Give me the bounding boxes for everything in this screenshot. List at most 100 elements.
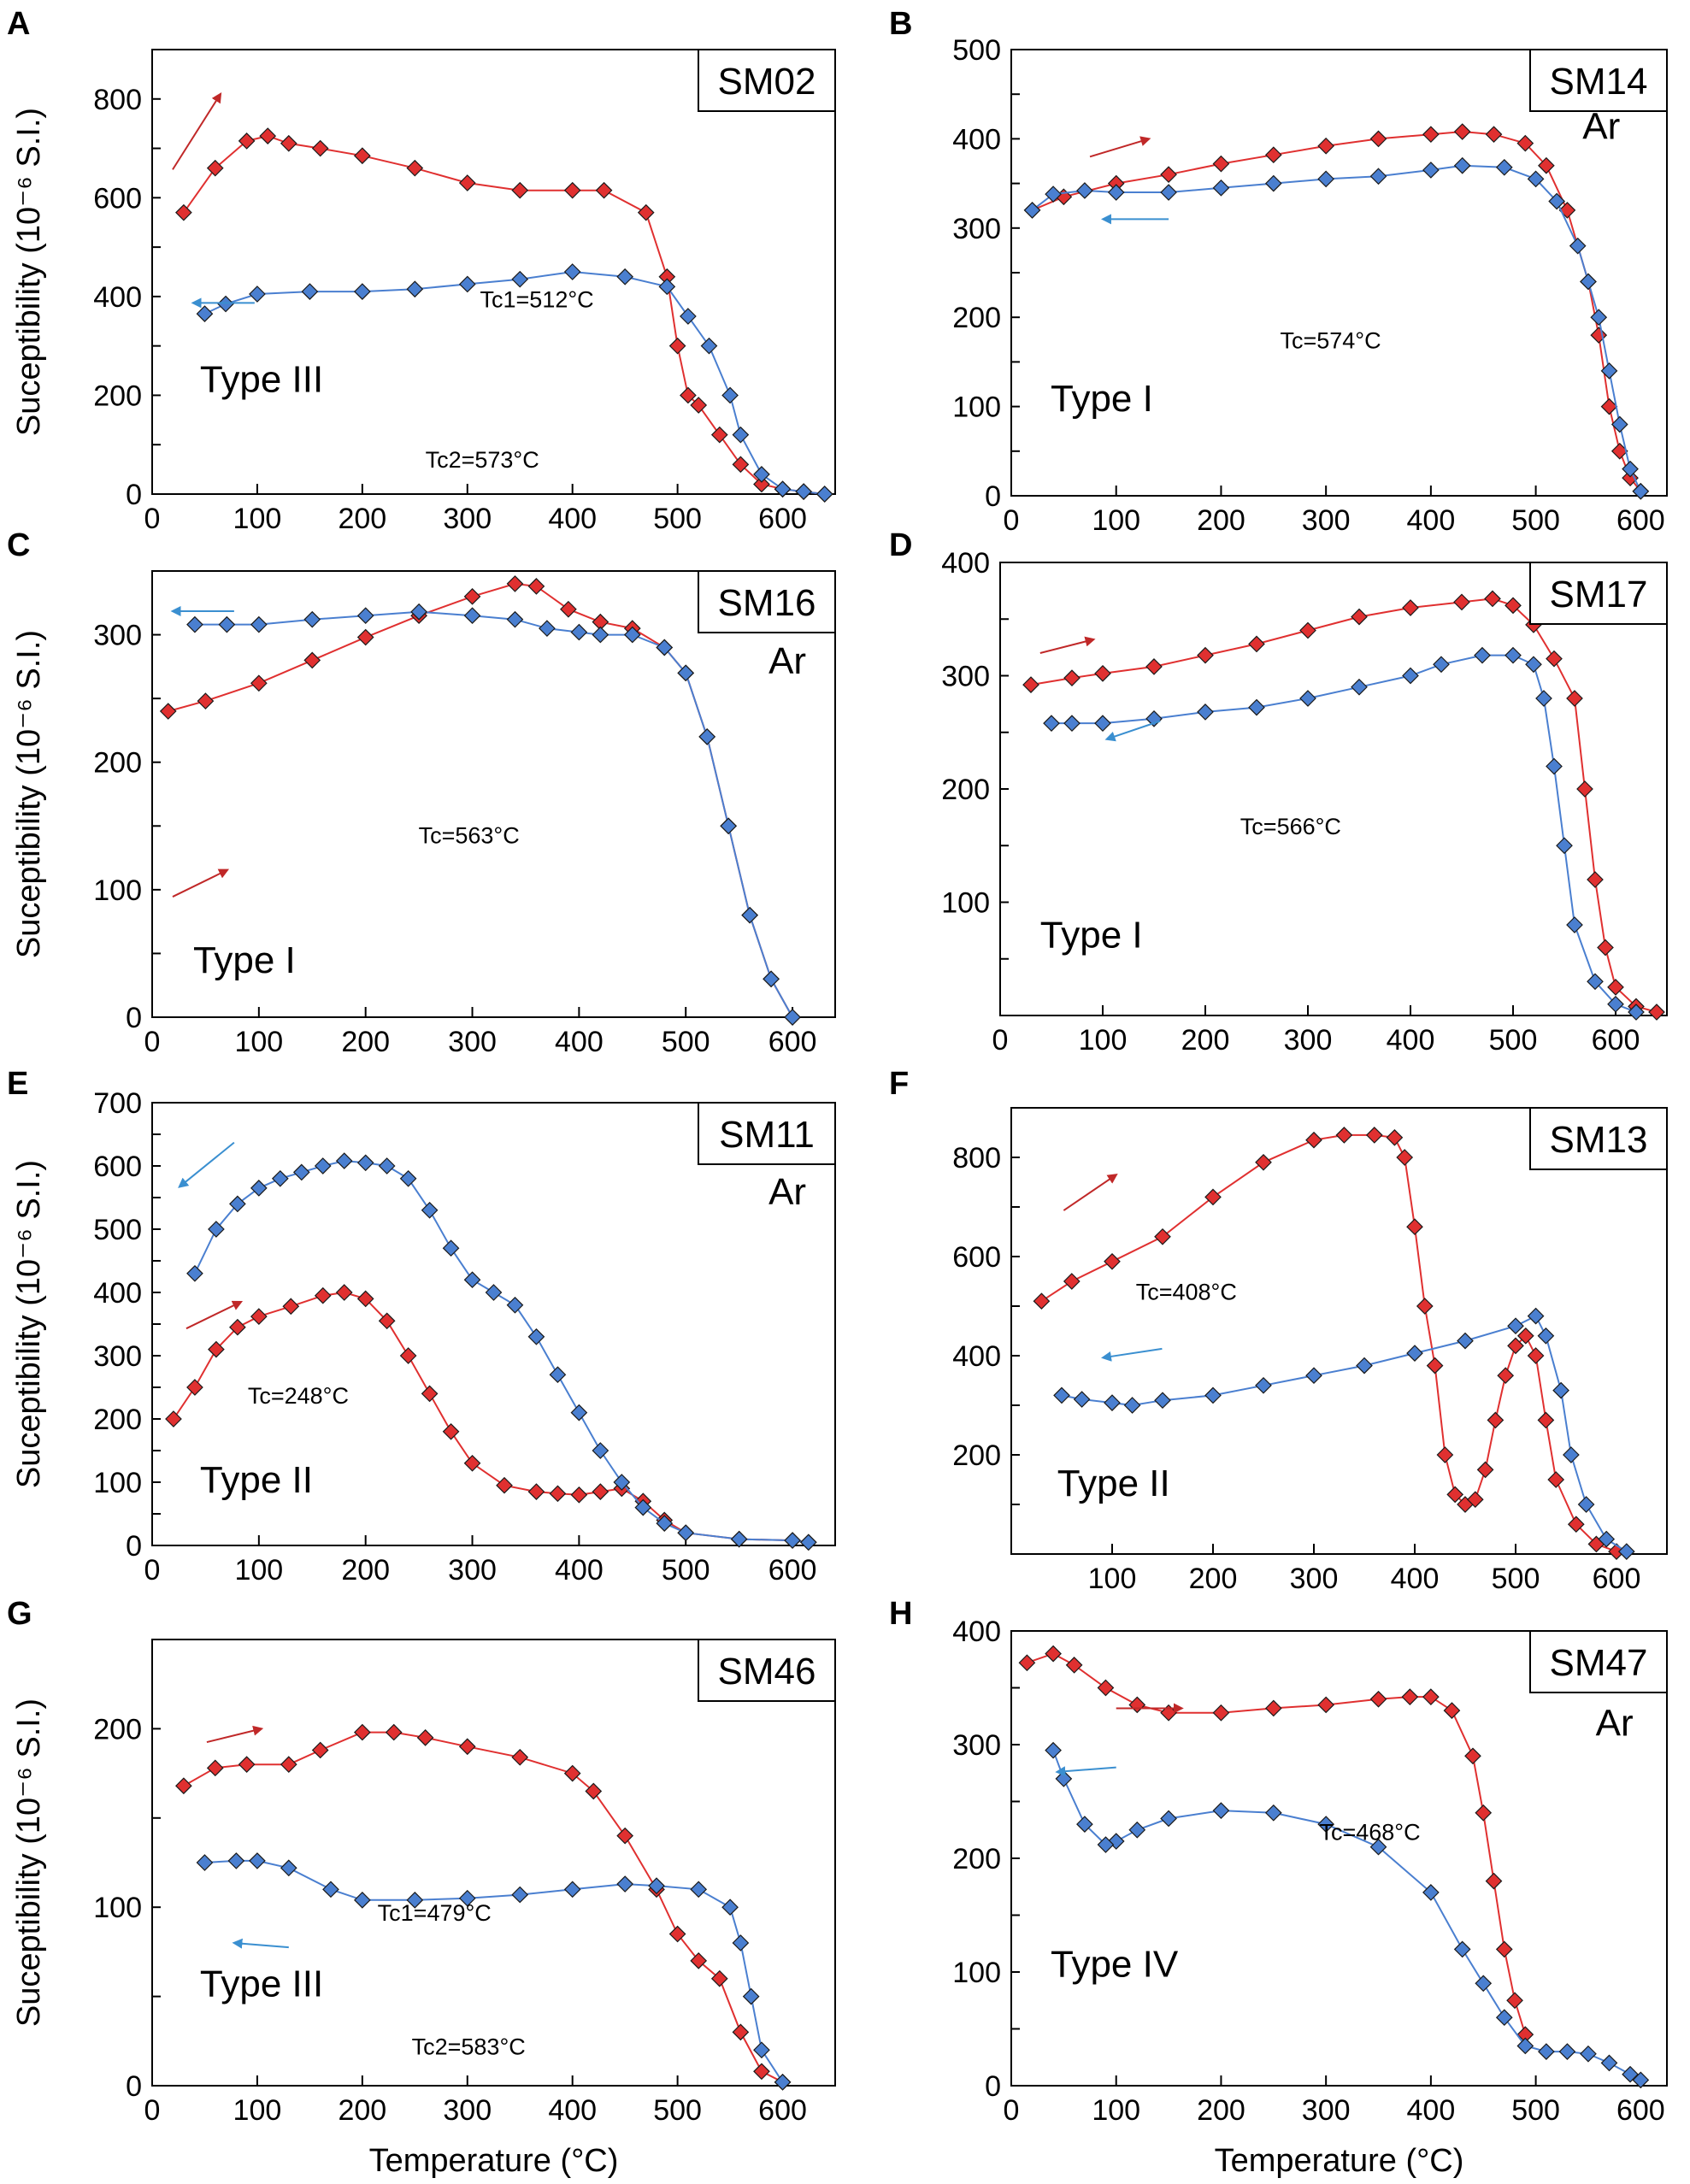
data-point (1443, 1702, 1461, 1719)
data-point (406, 159, 424, 177)
x-tick-label: 300 (1302, 2094, 1351, 2127)
panel-title: SM02 (718, 61, 816, 103)
data-point (563, 181, 581, 199)
data-point (1351, 608, 1368, 626)
data-point (570, 1486, 588, 1504)
tc-annotation: Tc2=573°C (426, 447, 539, 473)
data-point (458, 275, 476, 293)
data-point (1485, 1872, 1503, 1890)
data-point (378, 1312, 396, 1330)
tc-annotation: Tc=408°C (1136, 1279, 1237, 1304)
x-tick-label: 500 (662, 1026, 710, 1058)
y-tick-label: 400 (952, 1616, 1001, 1648)
series-heating (1018, 1645, 1534, 2043)
data-point (159, 703, 177, 720)
data-point (271, 1169, 289, 1187)
data-point (1264, 146, 1282, 164)
data-point (511, 181, 529, 199)
x-tick-label: 0 (144, 503, 161, 535)
series-line (1032, 130, 1642, 492)
data-point (658, 278, 676, 296)
y-tick-label: 0 (985, 2070, 1001, 2103)
type-label: Type I (1040, 915, 1143, 957)
x-tick-label: 100 (1088, 1563, 1137, 1595)
data-point (1317, 1696, 1335, 1714)
data-point (1566, 690, 1583, 707)
data-point (1422, 1884, 1440, 1901)
data-point (634, 1498, 652, 1516)
data-point (1453, 593, 1470, 611)
y-tick-label: 200 (952, 302, 1001, 334)
data-point (1607, 979, 1624, 996)
x-tick-label: 600 (1616, 504, 1665, 537)
data-point (1537, 1411, 1555, 1429)
data-point (378, 1157, 396, 1174)
data-point (1505, 597, 1522, 615)
data-point (1094, 665, 1111, 682)
x-tick-label: 600 (1593, 1563, 1641, 1595)
data-point (1356, 1357, 1373, 1375)
data-point (356, 607, 374, 625)
direction-arrow (1104, 720, 1161, 742)
data-point (1485, 126, 1503, 144)
data-point (511, 270, 529, 288)
data-point (656, 639, 674, 656)
y-tick-label: 0 (126, 2070, 142, 2103)
data-point (442, 1239, 460, 1257)
data-point (1556, 837, 1573, 855)
panel-title-box (1529, 49, 1668, 112)
y-tick-label: 800 (93, 84, 142, 116)
data-point (1495, 2009, 1513, 2027)
data-point (1212, 1704, 1230, 1722)
data-point (1065, 1657, 1083, 1674)
data-point (1045, 1741, 1062, 1759)
data-point (1212, 179, 1230, 197)
data-point (1537, 1327, 1555, 1345)
x-tick-label: 400 (555, 1026, 604, 1058)
x-tick-label: 200 (1197, 2094, 1245, 2127)
data-point (1264, 174, 1282, 192)
data-point (753, 2063, 770, 2081)
y-tick-label: 500 (952, 34, 1001, 67)
data-point (227, 1852, 245, 1869)
data-point (1587, 973, 1604, 991)
data-point (1590, 309, 1608, 327)
y-tick-label: 600 (952, 1241, 1001, 1274)
x-tick-label: 200 (1181, 1024, 1230, 1057)
data-point (1154, 1227, 1171, 1245)
type-label: Type II (1057, 1463, 1170, 1504)
data-point (1487, 1411, 1505, 1429)
x-tick-label: 400 (555, 1554, 604, 1586)
x-tick-label: 600 (768, 1026, 817, 1058)
data-point (1607, 995, 1624, 1013)
tc-annotation: Tc1=512°C (480, 287, 594, 313)
data-point (1622, 469, 1639, 486)
data-point (1033, 1292, 1051, 1310)
series-line (1051, 654, 1637, 1013)
data-point (1369, 1690, 1387, 1708)
direction-arrow (232, 1938, 289, 1949)
data-point (229, 1318, 246, 1336)
data-point (1043, 715, 1060, 732)
data-point (1433, 656, 1450, 674)
y-axis-label: Suceptibility (10⁻⁶ S.I.) (11, 630, 47, 958)
x-tick-label: 600 (768, 1554, 817, 1586)
data-point (732, 426, 750, 444)
y-tick-label: 0 (985, 480, 1001, 513)
data-point (1453, 156, 1471, 174)
data-point (259, 127, 277, 144)
x-tick-label: 400 (1391, 1563, 1440, 1595)
data-point (1566, 916, 1583, 933)
data-point (406, 1891, 424, 1909)
type-label: Type IV (1051, 1943, 1179, 1985)
x-tick-label: 400 (1407, 504, 1456, 537)
data-point (570, 1404, 588, 1422)
data-point (506, 575, 524, 592)
data-point (1369, 1838, 1387, 1856)
y-tick-label: 700 (93, 1087, 142, 1120)
direction-arrow (1063, 1173, 1118, 1211)
x-tick-label: 600 (1616, 2094, 1665, 2127)
data-point (385, 1723, 403, 1741)
tc-annotation: Tc2=583°C (412, 2034, 526, 2059)
data-point (1580, 273, 1597, 291)
